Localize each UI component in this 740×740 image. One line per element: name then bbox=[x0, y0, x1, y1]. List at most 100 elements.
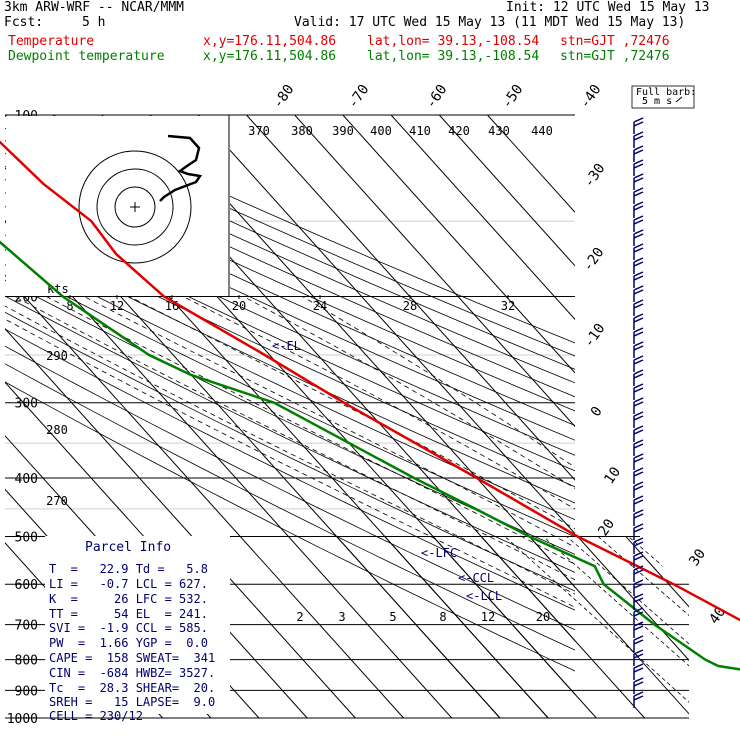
isotherm-line bbox=[197, 115, 575, 535]
wind-barb bbox=[633, 317, 644, 323]
wind-barb bbox=[633, 247, 644, 253]
wind-speed-tick-label: 8 bbox=[66, 299, 73, 313]
mixing-ratio-line bbox=[504, 537, 689, 718]
isotherm-lower-line bbox=[432, 537, 597, 718]
barb-legend-tick bbox=[675, 96, 683, 103]
isotherm-line bbox=[246, 115, 575, 481]
dry-adiabat-line bbox=[5, 363, 575, 651]
moist-adiabat-line bbox=[5, 318, 575, 608]
isotherm-lower-line bbox=[625, 537, 689, 718]
isotherm-lower-line bbox=[384, 537, 549, 718]
wind-barb bbox=[633, 345, 644, 351]
theta-label: 380 bbox=[291, 124, 313, 138]
wind-barb bbox=[633, 373, 644, 379]
wind-speed-unit: kts bbox=[47, 282, 69, 296]
isotherm-lower-line bbox=[529, 537, 689, 718]
wind-speed-tick-label: 20 bbox=[232, 299, 246, 313]
mixing-ratio-label: 8 bbox=[439, 610, 446, 624]
wind-barb bbox=[633, 187, 644, 193]
wind-barb bbox=[633, 681, 644, 687]
wind-barb bbox=[633, 275, 644, 281]
wind-barb bbox=[633, 191, 644, 197]
isotherm-label: -80 bbox=[270, 82, 298, 112]
wind-barb bbox=[633, 583, 644, 589]
wind-barb bbox=[633, 289, 644, 295]
wind-barb bbox=[633, 523, 644, 529]
isotherm-label: -40 bbox=[577, 82, 605, 112]
dry-adiabat-line bbox=[5, 249, 575, 521]
parcel-level-annotation: <-LFC bbox=[421, 546, 457, 560]
isotherm-lower-line bbox=[722, 536, 740, 718]
wind-barb bbox=[633, 691, 644, 697]
model-title: 3km ARW-WRF -- NCAR/MMM bbox=[4, 0, 185, 15]
isotherm-line bbox=[487, 115, 575, 214]
dry-adiabat-line bbox=[5, 127, 575, 384]
wind-barb bbox=[633, 233, 644, 239]
wind-barb bbox=[633, 327, 644, 333]
pressure-tick-label: 600 bbox=[15, 578, 38, 593]
wind-barb bbox=[633, 215, 644, 221]
parcel-row-cin: CIN = -684 HWBZ= 3527. bbox=[49, 666, 216, 680]
wind-barb bbox=[633, 425, 644, 431]
wind-barb bbox=[633, 467, 644, 473]
isotherm-line bbox=[390, 115, 575, 321]
isotherm-label: -50 bbox=[499, 82, 527, 112]
parcel-level-annotation: <-EL bbox=[272, 339, 301, 353]
parcel-level-annotation: <-CCL bbox=[458, 571, 494, 585]
wind-barb bbox=[633, 383, 644, 389]
wind-barb bbox=[633, 411, 644, 417]
barb-legend-value: 5 m s bbox=[642, 96, 672, 107]
theta-label: 420 bbox=[448, 124, 470, 138]
wind-barb bbox=[633, 537, 644, 543]
wind-barb bbox=[633, 481, 644, 487]
wind-barb bbox=[633, 649, 644, 655]
wind-barb bbox=[633, 443, 644, 449]
moist-adiabat-line bbox=[14, 296, 575, 581]
wind-barb bbox=[633, 135, 644, 141]
theta-side-label: 270 bbox=[46, 494, 68, 508]
theta-label: 430 bbox=[488, 124, 510, 138]
dewpoint-legend: Dewpoint temperature bbox=[8, 49, 165, 64]
wind-barb bbox=[633, 625, 644, 631]
temperature-station: stn=GJT ,72476 bbox=[560, 34, 670, 49]
wind-barb bbox=[633, 145, 644, 151]
wind-barb bbox=[633, 201, 644, 207]
isotherm-line bbox=[5, 327, 356, 718]
temperature-legend: Temperature bbox=[8, 34, 95, 49]
parcel-row-cell: CELL = 230/12 bbox=[49, 709, 143, 723]
pressure-tick-label: 1000 bbox=[7, 712, 38, 727]
wind-barb bbox=[633, 597, 644, 603]
dry-adiabat-line bbox=[5, 234, 575, 504]
wind-speed-tick-label: 28 bbox=[403, 299, 417, 313]
wind-barb bbox=[633, 313, 644, 319]
forecast-label: Fcst: bbox=[4, 15, 44, 30]
mixing-ratio-label: 12 bbox=[481, 610, 495, 624]
dry-adiabat-line bbox=[5, 328, 575, 611]
isotherm-label: -20 bbox=[580, 245, 608, 275]
wind-barb bbox=[633, 513, 644, 519]
parcel-row-svi: SVI = -1.9 CCL = 585. bbox=[49, 621, 208, 635]
isotherm-line bbox=[5, 274, 404, 718]
wind-barb bbox=[633, 159, 644, 165]
dry-adiabat-line bbox=[27, 115, 575, 357]
pressure-tick-label: 900 bbox=[15, 684, 38, 699]
wind-barb bbox=[633, 205, 644, 211]
wind-barb bbox=[633, 271, 644, 277]
isotherm-label: -70 bbox=[345, 82, 373, 112]
temperature-profile bbox=[0, 140, 740, 622]
parcel-level-annotation: <-LCL bbox=[466, 589, 502, 603]
dewpoint-latlon: lat,lon= 39.13,-108.54 bbox=[367, 49, 540, 64]
wind-barb bbox=[633, 149, 644, 155]
wind-barb bbox=[633, 401, 644, 407]
dry-adiabat-line bbox=[5, 264, 575, 538]
theta-label: 400 bbox=[370, 124, 392, 138]
parcel-info-panel: Parcel Info T = 22.9 Td = 5.8 LI = -0.7 … bbox=[45, 536, 230, 722]
wind-barb bbox=[633, 555, 644, 561]
wind-barb bbox=[633, 499, 644, 505]
wind-barb bbox=[633, 695, 644, 701]
pressure-tick-label: 400 bbox=[15, 472, 38, 487]
wind-barb bbox=[633, 471, 644, 477]
wind-speed-tick-label: 24 bbox=[313, 299, 327, 313]
dry-adiabat-line bbox=[5, 220, 575, 488]
